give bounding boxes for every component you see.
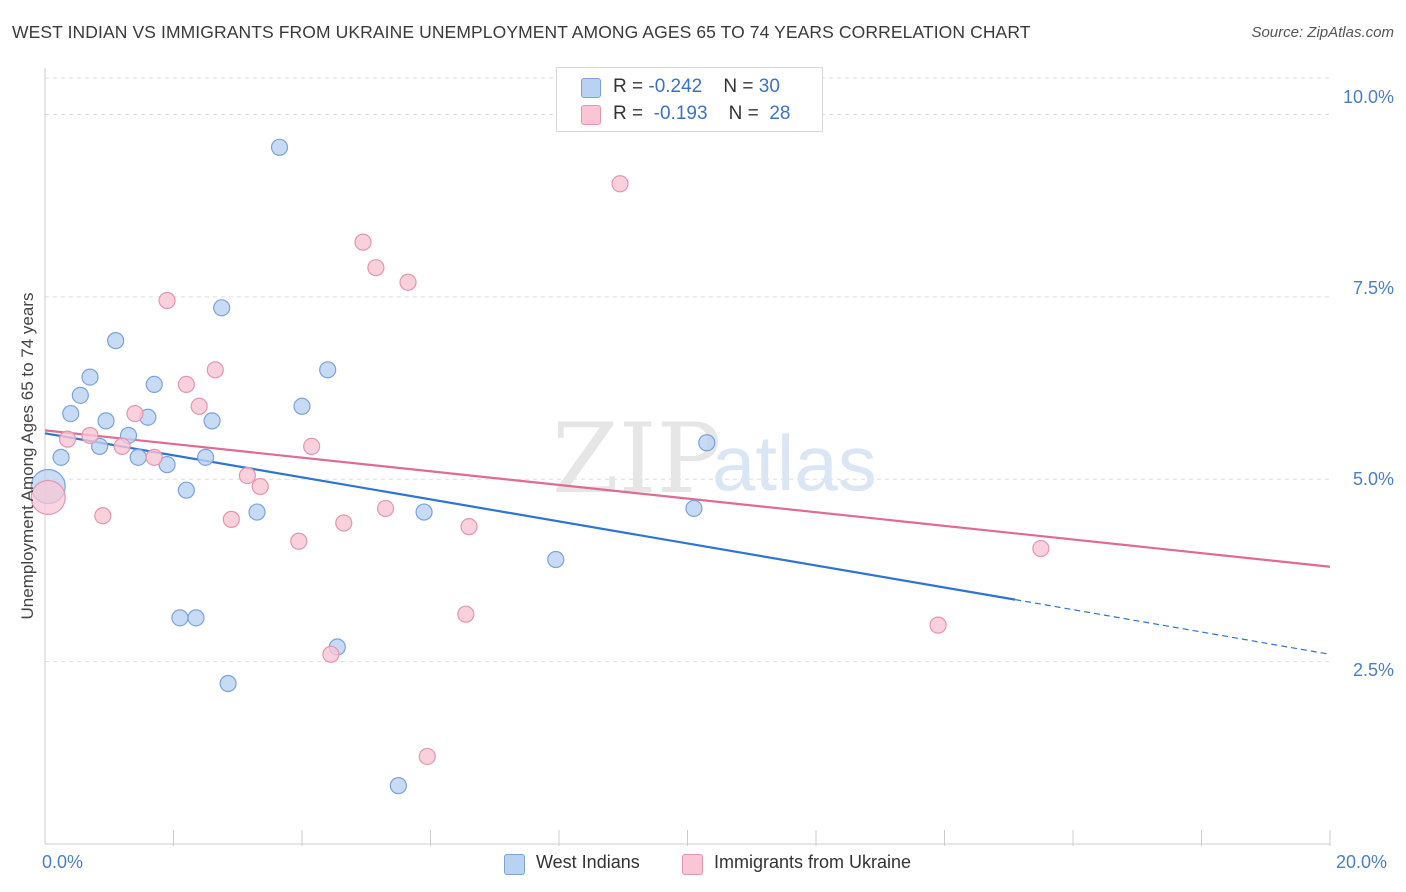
point-ukraine: [206, 361, 224, 379]
point-ukraine: [460, 518, 478, 536]
trend-line-extension-west-indians: [1015, 599, 1331, 655]
point-ukraine: [354, 233, 372, 251]
point-west-indians: [187, 609, 205, 627]
point-ukraine: [367, 259, 385, 277]
watermark-zip: ZIP: [552, 403, 721, 515]
point-west-indians: [129, 448, 147, 466]
point-ukraine: [126, 404, 144, 423]
y-axis-title: Unemployment Among Ages 65 to 74 years: [18, 292, 37, 620]
data-points: [30, 138, 1050, 795]
point-ukraine: [376, 499, 395, 518]
point-ukraine: [251, 477, 269, 496]
point-west-indians: [177, 481, 195, 499]
y-tick-label-5: 5.0%: [1352, 469, 1394, 489]
legend-n-value: 28: [769, 103, 791, 124]
bottom-legend-swatch-blue: [504, 854, 525, 875]
legend-text: R = -0.193 N = 28: [613, 103, 790, 125]
bottom-legend-label: Immigrants from Ukraine: [714, 852, 912, 872]
point-west-indians: [698, 434, 716, 452]
point-ukraine: [190, 397, 208, 415]
point-west-indians: [145, 375, 163, 393]
point-west-indians: [415, 503, 433, 521]
legend-r-value: -0.242: [648, 76, 703, 97]
bottom-legend-swatch-pink: [682, 854, 703, 875]
point-west-indians: [91, 437, 109, 456]
watermark-atlas: atlas: [712, 419, 877, 507]
point-west-indians: [248, 503, 266, 521]
source-label: Source: ZipAtlas.com: [1251, 24, 1394, 41]
point-west-indians: [62, 404, 80, 423]
point-west-indians: [197, 448, 215, 466]
point-west-indians: [213, 299, 231, 317]
point-ukraine: [177, 375, 195, 393]
point-west-indians: [293, 397, 311, 415]
point-ukraine: [222, 510, 240, 528]
point-ukraine: [113, 437, 131, 456]
legend-n-label: N =: [723, 76, 759, 97]
legend-r-value: -0.193: [653, 103, 708, 124]
point-ukraine: [399, 273, 417, 291]
point-ukraine: [418, 747, 436, 766]
point-ukraine: [322, 645, 340, 663]
chart-title: WEST INDIAN VS IMMIGRANTS FROM UKRAINE U…: [12, 22, 1031, 42]
point-west-indians: [81, 368, 99, 386]
legend-swatch-pink: [581, 105, 601, 125]
point-west-indians: [389, 777, 407, 795]
point-ukraine: [290, 532, 308, 550]
point-west-indians: [52, 448, 70, 466]
point-ukraine: [238, 466, 256, 485]
point-west-indians: [171, 609, 189, 627]
point-west-indians: [319, 361, 337, 379]
legend-r-label: R =: [613, 103, 649, 124]
point-ukraine: [81, 426, 99, 445]
x-tick-label-max: 20.0%: [1336, 852, 1388, 872]
point-ukraine: [158, 291, 176, 310]
point-ukraine: [611, 175, 629, 193]
y-tick-label-2-5: 2.5%: [1352, 660, 1394, 680]
y-tick-label-7-5: 7.5%: [1352, 278, 1394, 298]
legend-n-label: N =: [728, 103, 765, 124]
x-tick-label-min: 0.0%: [42, 852, 84, 872]
point-ukraine: [335, 514, 353, 532]
point-ukraine: [30, 479, 66, 516]
watermark: ZIP atlas: [552, 403, 877, 515]
axes: [44, 68, 1331, 846]
legend-n-value: 30: [758, 76, 780, 97]
point-west-indians: [685, 499, 703, 518]
legend-swatch-blue: [581, 78, 601, 98]
correlation-legend: R = -0.242 N = 30 R = -0.193 N = 28: [556, 67, 823, 132]
point-ukraine: [58, 430, 77, 448]
point-west-indians: [219, 674, 237, 693]
point-ukraine: [303, 437, 321, 456]
point-ukraine: [929, 616, 947, 634]
point-west-indians: [547, 550, 565, 569]
point-west-indians: [107, 332, 125, 350]
point-west-indians: [270, 138, 289, 156]
point-ukraine: [457, 605, 475, 623]
grid-lines: [45, 77, 1330, 663]
legend-r-label: R =: [613, 76, 649, 97]
point-ukraine: [1032, 539, 1050, 558]
point-west-indians: [203, 412, 221, 430]
point-west-indians: [158, 456, 176, 474]
point-west-indians: [71, 386, 89, 404]
trend-line-ukraine: [44, 429, 1331, 568]
point-ukraine: [145, 448, 163, 466]
bottom-legend-label: West Indians: [536, 852, 640, 872]
y-tick-label-10: 10.0%: [1342, 87, 1394, 107]
point-ukraine: [94, 507, 112, 525]
point-west-indians: [97, 412, 115, 430]
legend-text: R = -0.242 N = 30: [613, 76, 780, 98]
